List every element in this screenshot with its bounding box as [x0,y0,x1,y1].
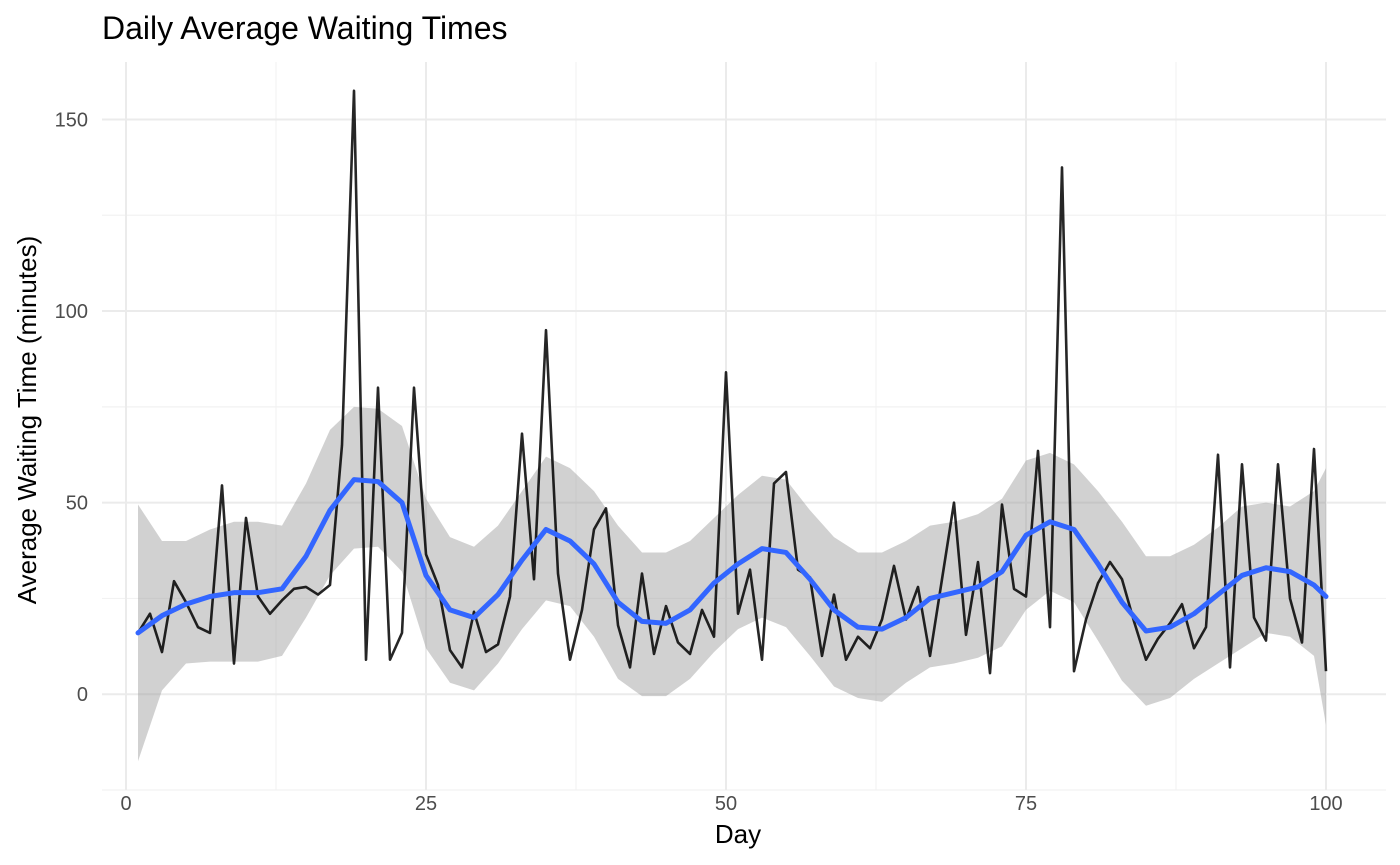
x-axis-ticks: 0 25 50 75 100 [120,793,1342,815]
x-tick-label: 75 [1015,793,1037,815]
confidence-ribbon [138,406,1326,762]
grid-lines [102,62,1386,791]
y-axis-ticks: 0 50 100 150 [55,109,88,706]
smoothed-series [135,477,1329,636]
y-tick-label: 50 [66,493,88,515]
x-tick-label: 100 [1309,793,1342,815]
x-tick-label: 25 [415,793,437,815]
y-axis-title: Average Waiting Time (minutes) [12,236,42,604]
y-tick-label: 150 [55,109,88,131]
raw-line [136,89,1328,675]
confidence-band [138,406,1326,762]
chart-title: Daily Average Waiting Times [102,10,508,46]
x-axis-title: Day [715,819,761,849]
x-tick-label: 0 [120,793,131,815]
raw-series [136,89,1328,675]
y-tick-label: 100 [55,301,88,323]
x-tick-label: 50 [715,793,737,815]
y-tick-label: 0 [77,684,88,706]
smooth-line [135,477,1329,636]
